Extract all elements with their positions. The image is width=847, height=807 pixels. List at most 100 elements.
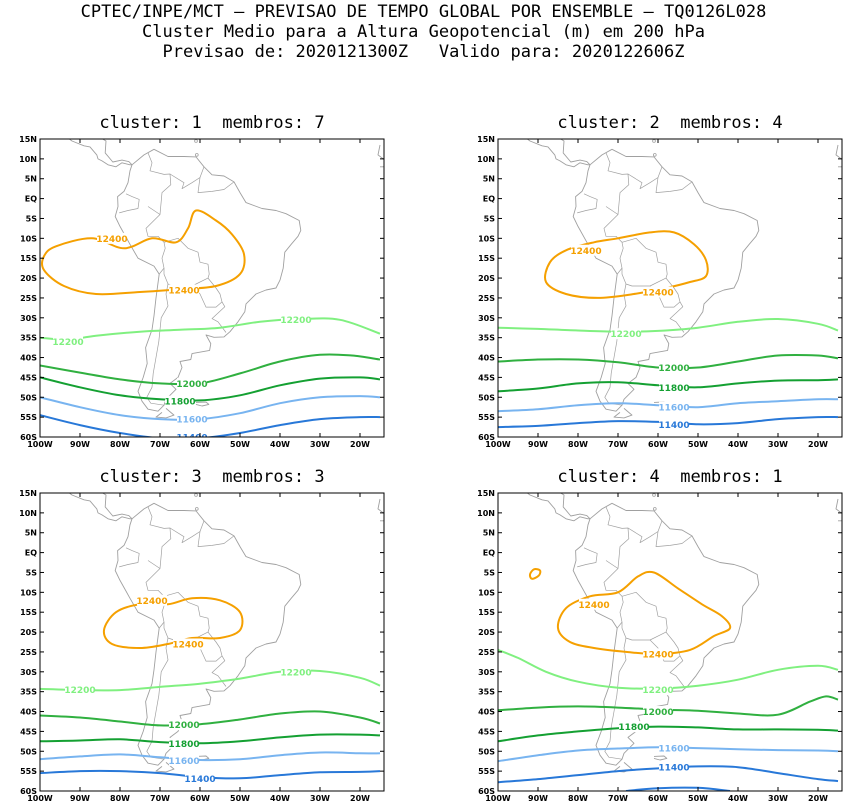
contour-12400 (41, 209, 246, 296)
lon-tick-label: 60W (648, 794, 668, 803)
lat-tick-label: 10N (19, 509, 37, 518)
coastline-south-america (114, 148, 302, 412)
country-border (197, 166, 235, 193)
lon-tick-label: 20W (808, 794, 828, 803)
map-panel-4: 12400 12400 12200 12000 11800 11600 11400 15N 10… (477, 489, 843, 803)
contour-label: 11400 (176, 434, 207, 444)
lat-tick-label: 20S (20, 274, 37, 283)
contour-label: 11800 (658, 384, 689, 394)
lat-tick-label: 30S (478, 668, 495, 677)
panel-2-title: cluster: 2 membros: 4 (557, 113, 783, 133)
contour-label: 12400 (642, 288, 673, 298)
header-line-3: Previsao de: 2020121300Z Valido para: 20… (162, 42, 685, 62)
country-border (603, 568, 624, 629)
lat-tick-label: 15S (478, 608, 495, 617)
coastline-africa (835, 144, 842, 168)
lat-tick-label: 5N (25, 529, 37, 538)
map-frame (39, 492, 385, 792)
contour-label: 12400 (642, 650, 673, 660)
country-border (147, 152, 172, 215)
island (195, 507, 199, 511)
contour-label: 11600 (176, 416, 207, 426)
panel-3-title: cluster: 3 membros: 3 (99, 467, 325, 487)
lon-tick-label: 40W (270, 794, 290, 803)
country-border (604, 283, 627, 406)
contour-label-bg (177, 377, 207, 389)
lat-tick-label: 35S (20, 334, 37, 343)
lat-tick-label: 60S (20, 433, 37, 442)
lat-tick-label: 50S (478, 393, 495, 402)
lat-tick-label: 40S (478, 708, 495, 717)
contour-label: 12200 (280, 316, 311, 326)
lon-tick-label: 60W (190, 440, 210, 449)
country-border (655, 520, 693, 547)
country-border (163, 237, 210, 287)
lat-tick-label: 55S (20, 767, 37, 776)
contour-label-bg (659, 761, 689, 773)
lon-tick-label: 50W (688, 440, 708, 449)
country-border (211, 301, 227, 333)
contour-label-bg (571, 244, 601, 256)
contour-label-bg (579, 598, 609, 610)
country-border (211, 655, 227, 687)
coastline-africa (377, 498, 384, 522)
lat-tick-label: 10N (477, 155, 495, 164)
lat-tick-label: 5N (483, 175, 495, 184)
lat-tick-label: 45S (20, 373, 37, 382)
country-border (197, 520, 235, 547)
lon-tick-label: 70W (150, 794, 170, 803)
contour-11600 (40, 751, 381, 762)
contour-label: 12400 (578, 601, 609, 611)
contour-label-bg (659, 361, 689, 373)
contour-label-bg (165, 395, 195, 407)
contour-label: 11600 (168, 757, 199, 767)
lat-tick-label: 30S (478, 314, 495, 323)
lat-tick-label: 40S (478, 354, 495, 363)
map-frame (39, 138, 385, 438)
lon-tick-label: 80W (110, 794, 130, 803)
contour-label-bg (177, 413, 207, 425)
coastline-falklands (195, 401, 210, 407)
lon-tick-label: 90W (70, 794, 90, 803)
lon-tick-label: 70W (608, 440, 628, 449)
lon-tick-label: 40W (270, 440, 290, 449)
lat-tick-label: 60S (20, 787, 37, 796)
country-border (145, 214, 166, 275)
lat-tick-label: 35S (478, 688, 495, 697)
country-border (169, 527, 201, 544)
lat-tick-label: 20S (478, 628, 495, 637)
contour-label: 11800 (164, 398, 195, 408)
lat-tick-label: 40S (20, 354, 37, 363)
contour-label: 11400 (184, 775, 215, 785)
lon-tick-label: 70W (608, 794, 628, 803)
contour-label: 11600 (658, 404, 689, 414)
contour-label: 12400 (172, 640, 203, 650)
lat-tick-label: 25S (20, 294, 37, 303)
lon-tick-label: 100W (27, 440, 53, 449)
lon-tick-label: 50W (230, 794, 250, 803)
lat-tick-label: 35S (478, 334, 495, 343)
lat-tick-label: 40S (20, 708, 37, 717)
coastline-south-america (572, 502, 760, 766)
coastline-south-america (572, 148, 760, 412)
contour-label: 12400 (570, 247, 601, 257)
country-border (577, 547, 598, 568)
lon-tick-label: 40W (728, 440, 748, 449)
contour-label-bg (619, 721, 649, 733)
country-border (119, 547, 140, 568)
lat-tick-label: 10S (20, 588, 37, 597)
contour-label-bg (643, 286, 673, 298)
lat-tick-label: 30S (20, 314, 37, 323)
panel-4-title: cluster: 4 membros: 1 (557, 467, 783, 487)
coastline-central-america (68, 139, 133, 168)
lon-tick-label: 100W (485, 794, 511, 803)
contour-label: 12200 (64, 686, 95, 696)
lat-tick-label: 20S (478, 274, 495, 283)
lat-tick-label: 45S (478, 727, 495, 736)
lon-tick-label: 80W (568, 440, 588, 449)
lat-tick-label: 35S (20, 688, 37, 697)
contour-11800 (498, 725, 839, 743)
contour-label: 11800 (168, 740, 199, 750)
lat-tick-label: 10N (19, 155, 37, 164)
contour-label-bg (169, 284, 199, 296)
